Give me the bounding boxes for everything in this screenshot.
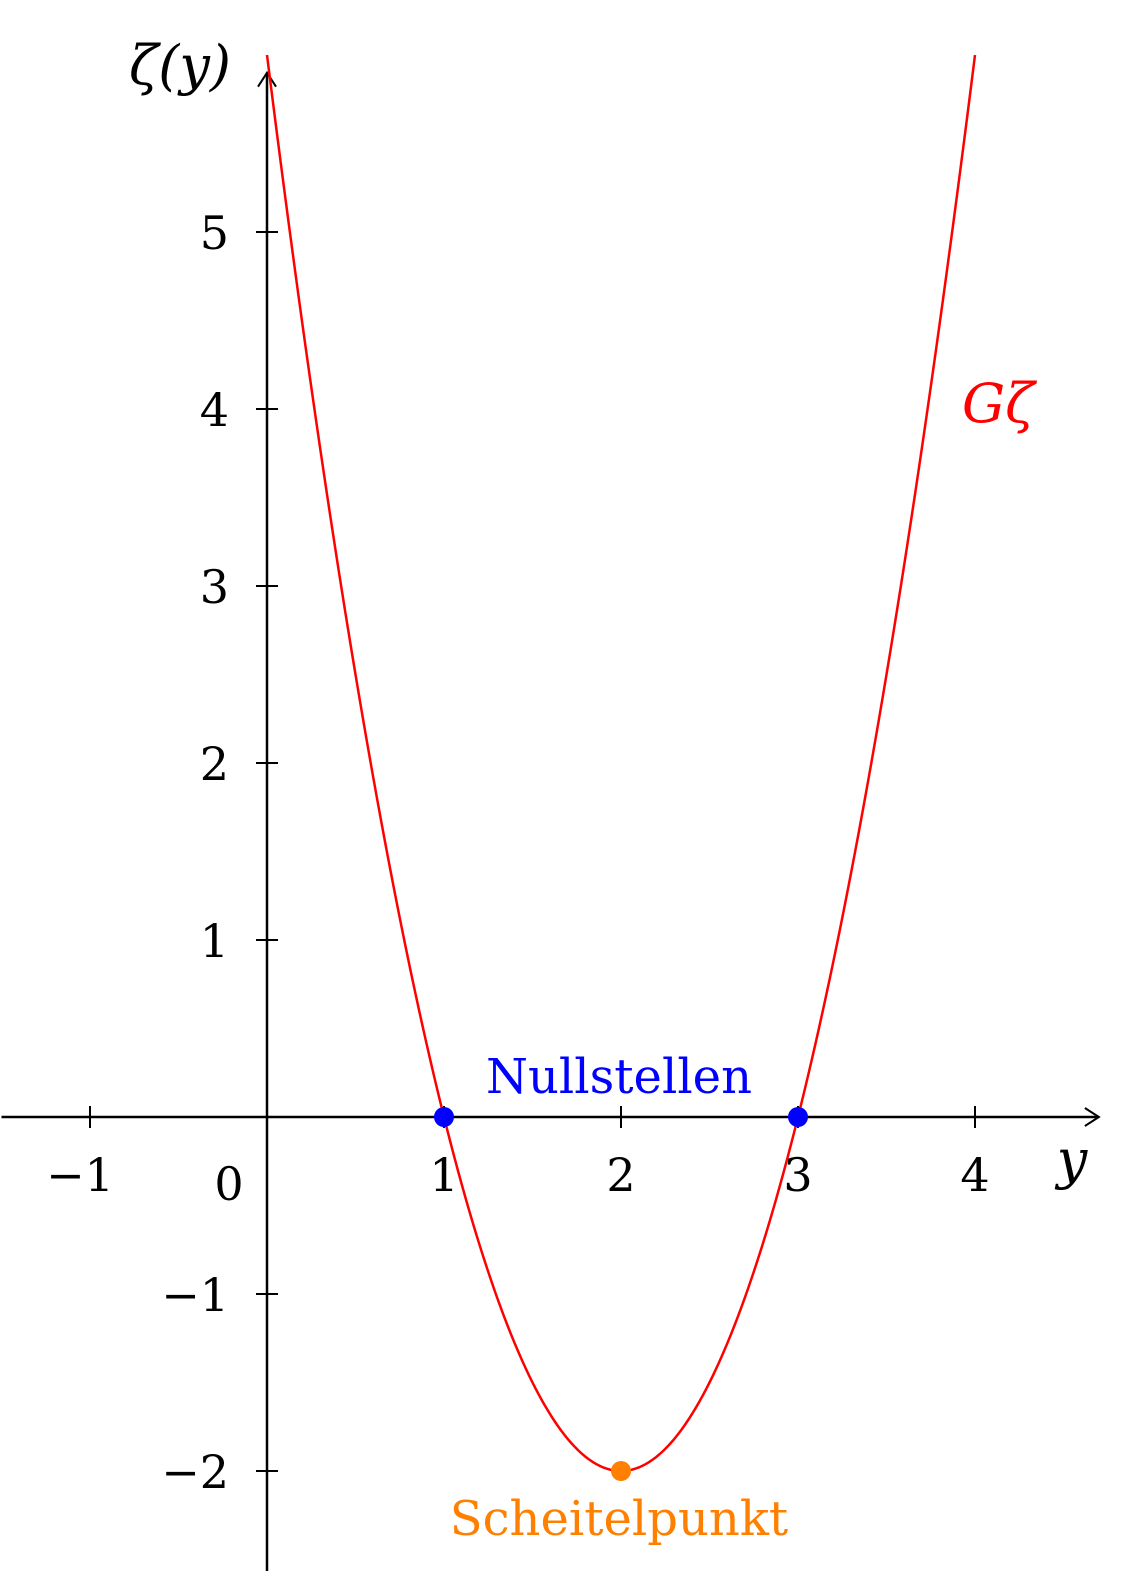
nullstellen-label: Nullstellen [486,1049,752,1105]
zero-point [788,1107,808,1127]
origin-label: 0 [214,1157,243,1211]
axes [1,70,1101,1571]
x-axis-arrow [1084,1107,1101,1127]
x-tick-label: 2 [606,1148,635,1202]
labels: ζ(y) y 0 Nullstellen Scheitelpunkt Gζ [129,34,1089,1547]
curve-label: Gζ [962,372,1037,435]
zero-point [434,1107,454,1127]
x-axis-label: y [1055,1128,1089,1191]
x-tick-label: −1 [46,1148,114,1202]
y-tick-label: 5 [200,206,229,260]
scheitelpunkt-label: Scheitelpunkt [450,1491,788,1547]
y-tick-label: 1 [200,914,229,968]
curve-g-zeta [265,54,977,1473]
y-tick-label: −1 [161,1268,229,1322]
y-tick-label: 3 [200,560,229,614]
x-tick-label: 4 [960,1148,989,1202]
y-tick-label: 4 [200,383,229,437]
points [434,1107,808,1481]
y-tick-label: −2 [161,1445,229,1499]
y-axis-label: ζ(y) [129,34,231,97]
vertex-point [611,1461,631,1481]
y-axis-arrow [257,70,277,88]
y-tick-label: 2 [200,737,229,791]
